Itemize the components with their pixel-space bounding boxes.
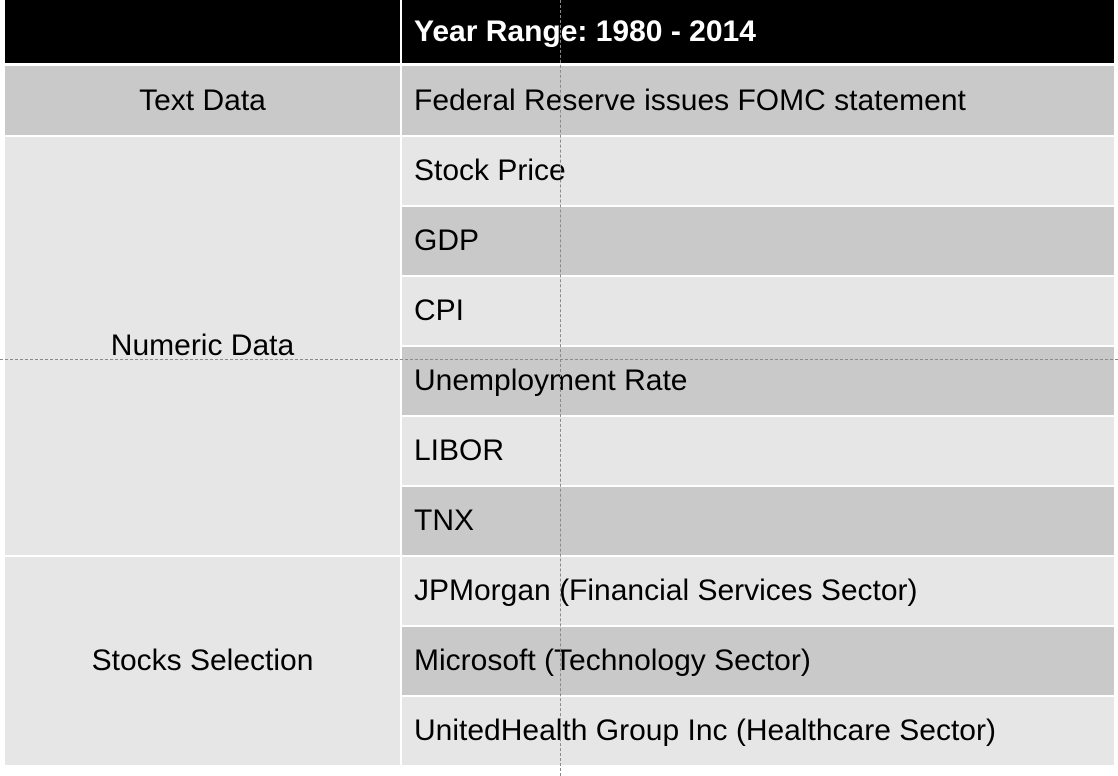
jpmorgan-cell: JPMorgan (Financial Services Sector) <box>401 556 1116 627</box>
table-row: Stocks Selection JPMorgan (Financial Ser… <box>5 556 1116 767</box>
numeric-data-label-text: Numeric Data <box>110 329 295 362</box>
data-sources-table: Year Range: 1980 - 2014 Text Data Federa… <box>5 0 1116 767</box>
table-row: Text Data Federal Reserve issues FOMC st… <box>5 64 1116 137</box>
microsoft-cell: Microsoft (Technology Sector) <box>401 626 1116 697</box>
cpi-cell: CPI <box>401 276 1116 347</box>
header-cell-empty <box>5 0 402 66</box>
stocks-selection-label: Stocks Selection <box>5 556 402 767</box>
table-row: LIBOR <box>5 416 1116 487</box>
year-range-header: Year Range: 1980 - 2014 <box>401 0 1116 66</box>
table-row: Numeric Data Stock Price <box>5 136 1116 557</box>
table-row: UnitedHealth Group Inc (Healthcare Secto… <box>5 696 1116 767</box>
unitedhealth-cell: UnitedHealth Group Inc (Healthcare Secto… <box>401 696 1116 767</box>
table-row: GDP <box>5 206 1116 277</box>
stock-price-cell: Stock Price <box>401 136 1116 207</box>
table-row: Microsoft (Technology Sector) <box>5 626 1116 697</box>
tnx-cell: TNX <box>401 486 1116 557</box>
data-table-container: Year Range: 1980 - 2014 Text Data Federa… <box>5 0 1116 776</box>
unemployment-rate-cell: Unemployment Rate <box>401 346 1116 417</box>
table-row: CPI <box>5 276 1116 347</box>
fomc-statement-cell: Federal Reserve issues FOMC statement <box>401 64 1116 137</box>
table-row: Unemployment Rate <box>5 346 1116 417</box>
table-row: TNX <box>5 486 1116 557</box>
numeric-data-label: Numeric Data <box>5 136 402 557</box>
libor-cell: LIBOR <box>401 416 1116 487</box>
text-data-label: Text Data <box>5 64 402 137</box>
table-header-row: Year Range: 1980 - 2014 <box>5 0 1116 66</box>
gdp-cell: GDP <box>401 206 1116 277</box>
